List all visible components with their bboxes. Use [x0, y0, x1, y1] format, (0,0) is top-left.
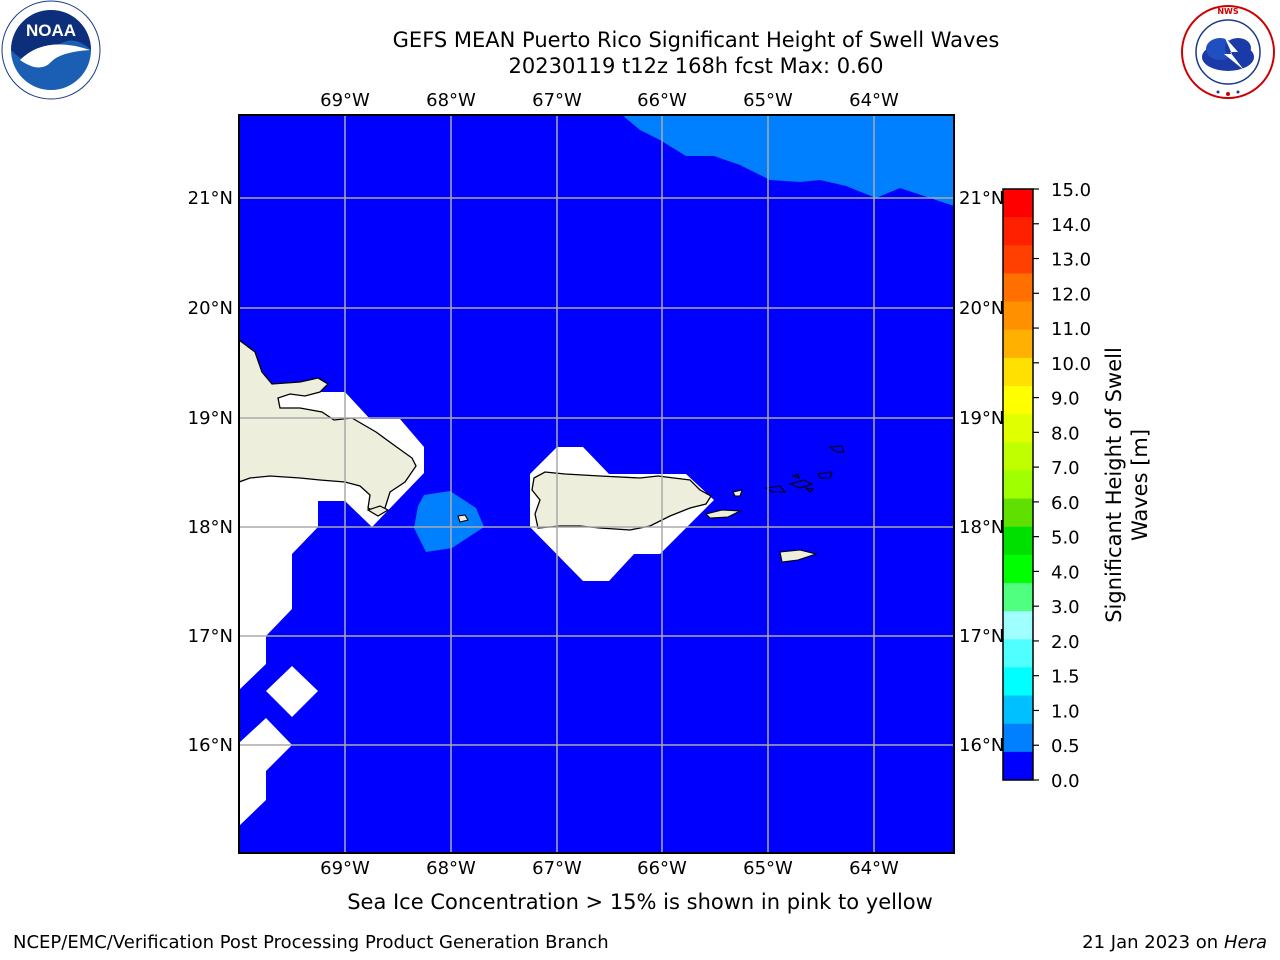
land-st-croix — [779, 549, 818, 563]
footer-date: 21 Jan 2023 on Hera — [1082, 932, 1267, 953]
swell-band-northeast — [622, 115, 954, 206]
colorbar-segment — [1003, 329, 1033, 359]
colorbar-ticks: 15.0 14.0 13.0 12.0 11.0 10.0 9.0 8.0 7.0 6.0 5.0 4… — [1033, 180, 1091, 792]
lat-label-right: 18°N — [959, 517, 1004, 538]
colorbar-tick-label: 11.0 — [1051, 319, 1091, 340]
lat-label-right: 19°N — [959, 408, 1004, 429]
colorbar-tick-label: 4.0 — [1051, 562, 1080, 583]
lon-label-bottom: 67°W — [532, 858, 582, 879]
colorbar-tick-label: 7.0 — [1051, 458, 1080, 479]
colorbar-frame — [1002, 188, 1034, 781]
lat-label-right: 20°N — [959, 298, 1004, 319]
map-panel — [239, 115, 954, 853]
colorbar-tick-label: 1.0 — [1051, 701, 1080, 722]
colorbar-tick-label: 2.0 — [1051, 632, 1080, 653]
land-puerto-rico — [531, 471, 712, 531]
swell-patch-mona — [414, 491, 484, 552]
nws-logo: NWS — [1181, 5, 1275, 99]
colorbar-segment — [1003, 723, 1033, 753]
colorbar-segment — [1003, 639, 1033, 668]
svg-text:NOAA: NOAA — [26, 21, 76, 40]
colorbar-tick-label: 5.0 — [1051, 528, 1080, 549]
land-culebra — [732, 489, 743, 497]
colorbar-tick-label: 15.0 — [1051, 180, 1091, 201]
colorbar-segment — [1003, 470, 1033, 500]
colorbar-tick-label: 8.0 — [1051, 423, 1080, 444]
colorbar-tick-label: 6.0 — [1051, 493, 1080, 514]
colorbar-segment — [1003, 611, 1033, 640]
land-vieques — [704, 509, 743, 519]
lon-label-bottom: 64°W — [849, 858, 899, 879]
colorbar-segment — [1003, 498, 1033, 528]
colorbar-segment — [1003, 414, 1033, 443]
lon-label-top: 65°W — [743, 90, 793, 111]
land-saona — [366, 505, 390, 517]
svg-text:NWS: NWS — [1217, 7, 1239, 16]
noaa-logo: NOAA — [1, 0, 101, 100]
colorbar-tick-label: 12.0 — [1051, 284, 1091, 305]
colorbar-segment — [1003, 695, 1033, 725]
footer-machine: Hera — [1223, 932, 1267, 953]
lat-label-right: 16°N — [959, 735, 1004, 756]
lon-label-bottom: 69°W — [320, 858, 370, 879]
chart-subtitle: 20230119 t12z 168h fcst Max: 0.60 — [508, 54, 884, 78]
lat-label-left: 19°N — [188, 408, 233, 429]
land-virgin-islands — [764, 445, 845, 493]
lat-label-left: 21°N — [188, 188, 233, 209]
land-hispaniola — [239, 339, 417, 513]
lon-label-top: 67°W — [532, 90, 582, 111]
chart-title: GEFS MEAN Puerto Rico Significant Height… — [392, 28, 1000, 52]
lon-label-bottom: 68°W — [426, 858, 476, 879]
colorbar-label-line1: Significant Height of Swell — [1102, 347, 1126, 623]
colorbar — [1003, 189, 1033, 781]
colorbar-segment — [1003, 217, 1033, 246]
lat-label-left: 20°N — [188, 298, 233, 319]
lat-label-right: 21°N — [959, 188, 1004, 209]
colorbar-tick-label: 13.0 — [1051, 250, 1091, 271]
mask-island-patch-1 — [266, 666, 318, 717]
lat-label-left: 16°N — [188, 735, 233, 756]
colorbar-tick-label: 9.0 — [1051, 389, 1080, 410]
lat-label-left: 17°N — [188, 626, 233, 647]
colorbar-tick-label: 10.0 — [1051, 354, 1091, 375]
lon-label-bottom: 65°W — [743, 858, 793, 879]
lat-label-left: 18°N — [188, 517, 233, 538]
colorbar-segment — [1003, 386, 1033, 415]
colorbar-label: Significant Height of Swell Waves [m] — [1101, 347, 1153, 623]
colorbar-segment — [1003, 301, 1033, 331]
colorbar-tick-label: 1.5 — [1051, 667, 1080, 688]
lon-label-top: 64°W — [849, 90, 899, 111]
colorbar-segment — [1003, 273, 1033, 303]
colorbar-tick-label: 14.0 — [1051, 215, 1091, 236]
colorbar-tick-label: 0.0 — [1051, 771, 1080, 792]
lon-label-bottom: 66°W — [637, 858, 687, 879]
colorbar-segment — [1003, 751, 1033, 781]
lon-label-top: 66°W — [637, 90, 687, 111]
footer-date-text: 21 Jan 2023 on — [1082, 932, 1224, 953]
graticule — [239, 115, 954, 853]
colorbar-segment — [1003, 667, 1033, 697]
colorbar-segment — [1003, 442, 1033, 471]
lat-label-right: 17°N — [959, 626, 1004, 647]
colorbar-tick-label: 0.5 — [1051, 736, 1080, 757]
colorbar-tick-label: 3.0 — [1051, 597, 1080, 618]
lon-label-top: 68°W — [426, 90, 476, 111]
colorbar-segment — [1003, 189, 1033, 218]
colorbar-segment — [1003, 245, 1033, 274]
colorbar-segment — [1003, 554, 1033, 584]
map-frame — [238, 114, 955, 854]
colorbar-segment — [1003, 526, 1033, 556]
colorbar-label-line2: Waves [m] — [1128, 428, 1152, 542]
sea-ice-caption: Sea Ice Concentration > 15% is shown in … — [347, 890, 933, 914]
colorbar-segment — [1003, 357, 1033, 387]
footer-org: NCEP/EMC/Verification Post Processing Pr… — [13, 932, 609, 953]
lon-label-top: 69°W — [320, 90, 370, 111]
land-mona-island — [457, 514, 469, 523]
colorbar-segment — [1003, 583, 1033, 612]
